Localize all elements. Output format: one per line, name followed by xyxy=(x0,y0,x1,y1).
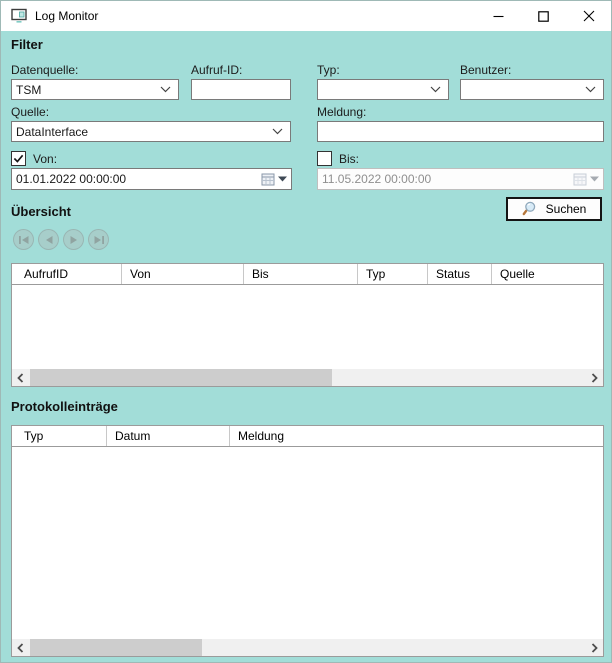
bis-datetime-picker: 11.05.2022 00:00:00 xyxy=(317,168,604,190)
quelle-select[interactable]: DataInterface xyxy=(11,121,291,142)
uebersicht-table-header: AufrufID Von Bis Typ Status Quelle xyxy=(12,264,603,285)
filter-heading: Filter xyxy=(11,37,43,52)
scroll-left-button[interactable] xyxy=(12,369,29,386)
von-datetime-picker[interactable]: 01.01.2022 00:00:00 xyxy=(11,168,292,190)
protokoll-horizontal-scrollbar[interactable] xyxy=(12,639,603,656)
previous-page-button[interactable] xyxy=(38,229,59,250)
scrollbar-thumb[interactable] xyxy=(30,639,202,656)
uebersicht-horizontal-scrollbar[interactable] xyxy=(12,369,603,386)
dropdown-arrow-icon xyxy=(590,176,599,182)
uebersicht-table: AufrufID Von Bis Typ Status Quelle xyxy=(11,263,604,387)
typ-label: Typ: xyxy=(317,63,340,77)
meldung-input[interactable] xyxy=(317,121,604,142)
search-button[interactable]: Suchen xyxy=(506,197,602,221)
von-datetime-value: 01.01.2022 00:00:00 xyxy=(16,172,127,186)
aufruf-id-label: Aufruf-ID: xyxy=(191,63,243,77)
window-body: Filter Datenquelle: Aufruf-ID: Typ: Benu… xyxy=(1,31,611,662)
column-header-datum[interactable]: Datum xyxy=(107,426,230,446)
protokoll-table: Typ Datum Meldung xyxy=(11,425,604,657)
minimize-icon xyxy=(493,15,504,17)
window-controls xyxy=(476,1,611,31)
bis-checkbox[interactable] xyxy=(317,151,332,166)
maximize-icon xyxy=(538,10,549,22)
chevron-left-icon xyxy=(17,642,24,653)
next-page-button[interactable] xyxy=(63,229,84,250)
column-header-typ[interactable]: Typ xyxy=(12,426,107,446)
bis-datetime-value: 11.05.2022 00:00:00 xyxy=(322,172,432,186)
aufruf-id-input[interactable] xyxy=(191,79,291,100)
datenquelle-select[interactable]: TSM xyxy=(11,79,179,100)
close-button[interactable] xyxy=(566,1,611,31)
first-page-button[interactable] xyxy=(13,229,34,250)
chevron-right-icon xyxy=(591,642,598,653)
benutzer-select[interactable] xyxy=(460,79,604,100)
benutzer-label: Benutzer: xyxy=(460,63,512,77)
column-header-quelle[interactable]: Quelle xyxy=(500,267,535,281)
chevron-right-icon xyxy=(591,372,598,383)
protokoll-table-body xyxy=(12,447,603,639)
column-header-status[interactable]: Status xyxy=(428,264,492,284)
column-header-typ[interactable]: Typ xyxy=(358,264,428,284)
chevron-down-icon xyxy=(160,86,171,93)
search-button-label: Suchen xyxy=(545,202,587,216)
first-page-icon xyxy=(18,235,28,244)
datenquelle-label: Datenquelle: xyxy=(11,63,79,77)
dropdown-arrow-icon xyxy=(278,176,287,182)
titlebar: Log Monitor xyxy=(1,1,611,31)
next-page-icon xyxy=(70,235,77,244)
column-header-von[interactable]: Von xyxy=(122,264,244,284)
typ-select[interactable] xyxy=(317,79,449,100)
window-title: Log Monitor xyxy=(35,9,99,23)
chevron-down-icon xyxy=(585,86,596,93)
uebersicht-table-body xyxy=(12,285,603,369)
quelle-value: DataInterface xyxy=(16,124,89,139)
maximize-button[interactable] xyxy=(521,1,566,31)
previous-page-icon xyxy=(45,235,52,244)
protokoll-heading: Protokolleinträge xyxy=(11,399,118,414)
magnifier-icon xyxy=(522,201,535,216)
von-label: Von: xyxy=(33,152,58,166)
chevron-left-icon xyxy=(17,372,24,383)
calendar-icon xyxy=(261,173,275,185)
uebersicht-heading: Übersicht xyxy=(11,204,71,219)
scroll-right-button[interactable] xyxy=(586,639,603,656)
close-icon xyxy=(583,10,594,22)
scroll-left-button[interactable] xyxy=(12,639,29,656)
calendar-icon xyxy=(573,173,587,185)
meldung-label: Meldung: xyxy=(317,105,367,119)
last-page-icon xyxy=(94,235,104,244)
checkmark-icon xyxy=(13,154,24,163)
protokoll-table-header: Typ Datum Meldung xyxy=(12,426,603,447)
app-monitor-icon xyxy=(10,7,28,25)
scrollbar-thumb[interactable] xyxy=(30,369,332,386)
quelle-label: Quelle: xyxy=(11,105,50,119)
column-header-bis[interactable]: Bis xyxy=(244,264,358,284)
minimize-button[interactable] xyxy=(476,1,521,31)
bis-label: Bis: xyxy=(339,152,360,166)
datenquelle-value: TSM xyxy=(16,82,42,97)
last-page-button[interactable] xyxy=(88,229,109,250)
chevron-down-icon xyxy=(272,128,283,135)
scroll-right-button[interactable] xyxy=(586,369,603,386)
column-header-aufrufid[interactable]: AufrufID xyxy=(12,264,122,284)
chevron-down-icon xyxy=(430,86,441,93)
column-header-meldung[interactable]: Meldung xyxy=(238,429,285,443)
von-checkbox[interactable] xyxy=(11,151,26,166)
